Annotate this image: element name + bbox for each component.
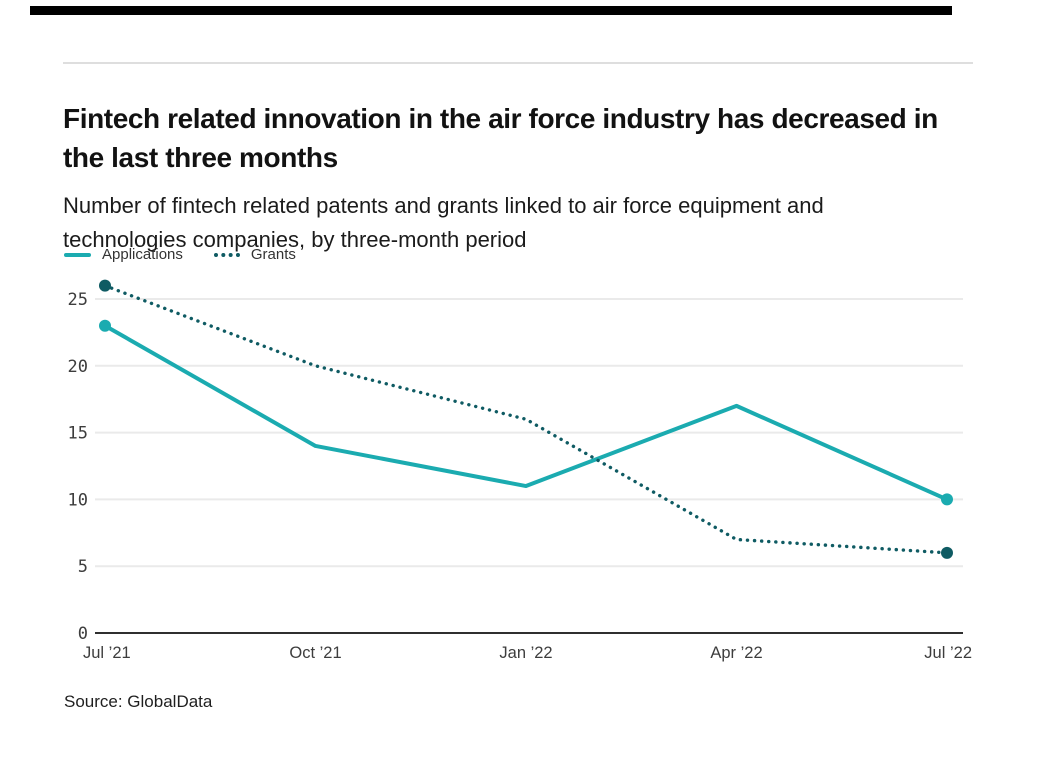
grants-endpoint-marker (99, 279, 111, 292)
chart-legend: Applications Grants (64, 246, 296, 263)
top-brand-bar (30, 6, 952, 15)
y-tick-label: 20 (68, 357, 88, 377)
legend-item-applications: Applications (64, 246, 183, 263)
legend-label-applications: Applications (102, 246, 183, 263)
applications-line (103, 323, 949, 502)
x-tick-label: Jan ’22 (499, 644, 552, 662)
y-tick-label: 25 (68, 290, 88, 310)
applications-line-swatch-icon (64, 252, 91, 257)
chart-subtitle: Number of fintech related patents and gr… (63, 193, 824, 252)
y-tick-label: 0 (78, 624, 88, 644)
y-tick-label: 10 (68, 490, 88, 510)
grants-dotted-swatch-icon (213, 252, 240, 257)
header-divider (63, 62, 973, 64)
legend-item-grants: Grants (213, 246, 296, 263)
x-tick-label: Apr ’22 (710, 644, 762, 662)
source-attribution: Source: GlobalData (64, 692, 213, 711)
grants-endpoint-marker (941, 546, 953, 559)
x-tick-label: Jul ’21 (83, 644, 131, 662)
grants-line (103, 283, 949, 555)
applications-endpoint-marker (941, 493, 953, 506)
applications-endpoint-marker (99, 319, 111, 332)
x-tick-label: Oct ’21 (289, 644, 341, 662)
legend-label-grants: Grants (250, 246, 296, 263)
x-tick-label: Jul ’22 (924, 644, 972, 662)
chart-title: Fintech related innovation in the air fo… (63, 102, 938, 173)
y-tick-label: 5 (78, 557, 88, 577)
y-tick-label: 15 (68, 424, 88, 444)
